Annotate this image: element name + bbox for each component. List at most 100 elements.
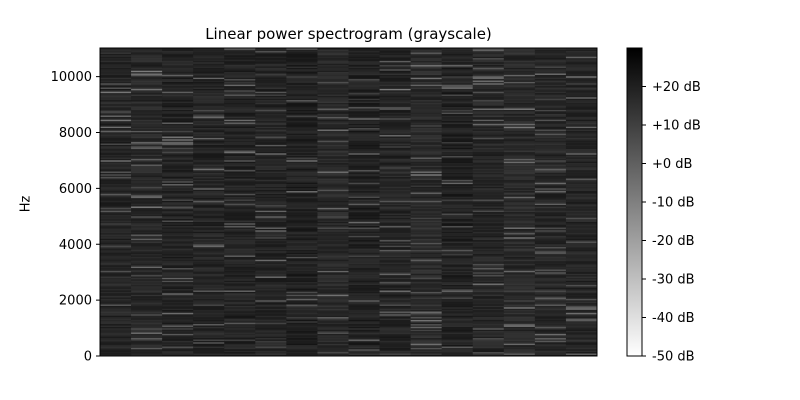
spectrogram-cell xyxy=(379,134,412,137)
spectrogram-cell xyxy=(162,175,194,178)
spectrogram-cell xyxy=(410,181,443,183)
spectrogram-cell xyxy=(503,53,536,56)
spectrogram-cell xyxy=(565,235,598,238)
spectrogram-cell xyxy=(441,106,474,109)
spectrogram-cell xyxy=(472,255,505,257)
spectrogram-cell xyxy=(131,265,163,267)
spectrogram-cell xyxy=(317,136,349,138)
spectrogram-cell xyxy=(317,148,349,151)
spectrogram-cell xyxy=(162,183,194,186)
spectrogram-cell xyxy=(503,287,536,290)
spectrogram-cell xyxy=(162,265,194,267)
spectrogram-cell xyxy=(348,294,381,297)
spectrogram-cell xyxy=(534,84,567,87)
spectrogram-cell xyxy=(410,136,443,138)
spectrogram-cell xyxy=(472,337,505,340)
spectrogram-cell xyxy=(565,70,598,73)
spectrogram-cell xyxy=(379,123,412,126)
spectrogram-cell xyxy=(193,298,225,301)
spectrogram-cell xyxy=(162,73,194,75)
spectrogram-cell xyxy=(193,160,225,162)
spectrogram-cell xyxy=(410,238,443,241)
spectrogram-cell xyxy=(534,136,567,138)
spectrogram-cell xyxy=(348,286,381,288)
spectrogram-cell xyxy=(410,346,443,348)
spectrogram-cell xyxy=(286,137,318,140)
spectrogram-cell xyxy=(441,256,474,259)
spectrogram-cell xyxy=(317,160,349,162)
spectrogram-cell xyxy=(503,151,536,154)
spectrogram-cell xyxy=(224,161,256,164)
spectrogram-cell xyxy=(131,328,163,330)
spectrogram-cell xyxy=(317,216,349,218)
spectrogram-cell xyxy=(131,319,163,322)
spectrogram-cell xyxy=(162,132,194,134)
spectrogram-cell xyxy=(348,141,381,144)
spectrogram-cell xyxy=(410,255,443,257)
spectrogram-cell xyxy=(410,332,443,334)
spectrogram-cell xyxy=(472,258,505,260)
spectrogram-cell xyxy=(565,279,598,281)
spectrogram-cell xyxy=(131,185,163,187)
spectrogram-cell xyxy=(441,354,474,357)
spectrogram-cell xyxy=(441,97,474,99)
spectrogram-cell xyxy=(503,293,536,295)
spectrogram-cell xyxy=(472,139,505,141)
spectrogram-cell xyxy=(472,179,505,182)
spectrogram-cell xyxy=(472,172,505,175)
spectrogram-cell xyxy=(534,189,567,192)
spectrogram-cell xyxy=(224,67,256,70)
spectrogram-cell xyxy=(100,216,132,218)
spectrogram-cell xyxy=(441,304,474,306)
spectrogram-cell xyxy=(286,286,318,288)
spectrogram-cell xyxy=(503,160,536,162)
spectrogram-cell xyxy=(286,71,318,74)
spectrogram-cell xyxy=(224,308,256,311)
spectrogram-cell xyxy=(410,207,443,210)
spectrogram-cell xyxy=(410,323,443,326)
spectrogram-cell xyxy=(379,221,412,224)
spectrogram-cell xyxy=(255,53,287,56)
spectrogram-cell xyxy=(100,80,132,82)
spectrogram-cell xyxy=(162,321,194,323)
spectrogram-cell xyxy=(410,351,443,354)
spectrogram-cell xyxy=(100,81,132,84)
spectrogram-cell xyxy=(565,323,598,326)
spectrogram-cell xyxy=(193,301,225,304)
spectrogram-cell xyxy=(472,80,505,82)
spectrogram-cell xyxy=(317,295,349,298)
spectrogram-cell xyxy=(162,350,194,353)
spectrogram-cell xyxy=(534,231,567,234)
spectrogram-cell xyxy=(193,329,225,332)
spectrogram-cell xyxy=(224,319,256,322)
spectrogram-cell xyxy=(286,263,318,266)
spectrogram-cell xyxy=(224,211,256,214)
spectrogram-cell xyxy=(503,273,536,276)
spectrogram-cell xyxy=(472,284,505,287)
spectrogram-cell xyxy=(286,238,318,241)
spectrogram-cell xyxy=(565,81,598,84)
spectrogram-cell xyxy=(100,312,132,315)
spectrogram-cell xyxy=(193,280,225,283)
spectrogram-cell xyxy=(193,228,225,231)
spectrogram-cell xyxy=(565,230,598,232)
spectrogram-cell xyxy=(503,319,536,322)
spectrogram-cell xyxy=(286,97,318,99)
spectrogram-cell xyxy=(224,200,256,203)
spectrogram-cell xyxy=(162,134,194,137)
spectrogram-cell xyxy=(379,151,412,154)
spectrogram-cell xyxy=(441,134,474,137)
spectrogram-cell xyxy=(379,298,412,301)
spectrogram-cell xyxy=(565,300,598,302)
spectrogram-cell xyxy=(534,108,567,110)
spectrogram-cell xyxy=(224,340,256,343)
spectrogram-cell xyxy=(441,249,474,252)
spectrogram-cell xyxy=(534,251,567,253)
spectrogram-cell xyxy=(348,172,381,175)
spectrogram-cell xyxy=(565,231,598,234)
spectrogram-cell xyxy=(565,95,598,98)
spectrogram-cell xyxy=(534,76,567,78)
spectrogram-cell xyxy=(534,155,567,158)
spectrogram-cell xyxy=(379,59,412,61)
spectrogram-cell xyxy=(379,84,412,87)
